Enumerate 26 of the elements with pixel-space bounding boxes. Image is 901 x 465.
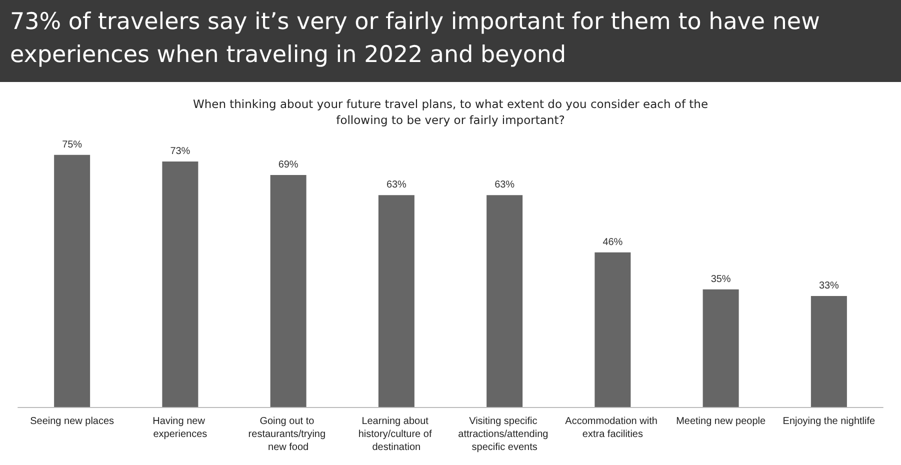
bar <box>594 252 631 407</box>
x-tick-label: Learning about history/culture of destination <box>358 416 435 453</box>
bar <box>54 154 90 407</box>
x-tick-label: Seeing new places <box>30 416 114 427</box>
x-tick-label: Visiting specific attractions/attending specific events <box>458 416 551 453</box>
x-tick-label: Enjoying the nightlife <box>782 416 876 427</box>
bar <box>270 174 306 407</box>
bar <box>702 289 739 407</box>
chart-subtitle: When thinking about your future travel plans, to what extent do you consider each of the following to be very or fairly important? <box>192 96 710 127</box>
x-tick-label: Having new experiences <box>152 416 208 440</box>
bar <box>162 162 198 407</box>
data-label: 46% <box>602 236 623 248</box>
x-tick-label: Going out to restaurants/trying new food <box>248 416 328 453</box>
data-label: 73% <box>170 146 190 158</box>
data-label: 33% <box>818 280 840 292</box>
data-label: 63% <box>494 180 515 191</box>
data-label: 63% <box>386 180 407 191</box>
chart-title: 73% of travelers say it’s very or fairly important for them to have new experiences when traveling in 2022 and beyond <box>0 0 901 82</box>
data-label: 75% <box>62 139 82 150</box>
bar <box>486 195 523 407</box>
data-label: 69% <box>278 159 298 170</box>
x-tick-label: Accommodation with extra facilities <box>565 416 660 440</box>
bar <box>810 296 847 407</box>
bar <box>378 195 414 407</box>
data-label: 35% <box>710 274 731 285</box>
x-tick-label: Meeting new people <box>676 416 766 427</box>
